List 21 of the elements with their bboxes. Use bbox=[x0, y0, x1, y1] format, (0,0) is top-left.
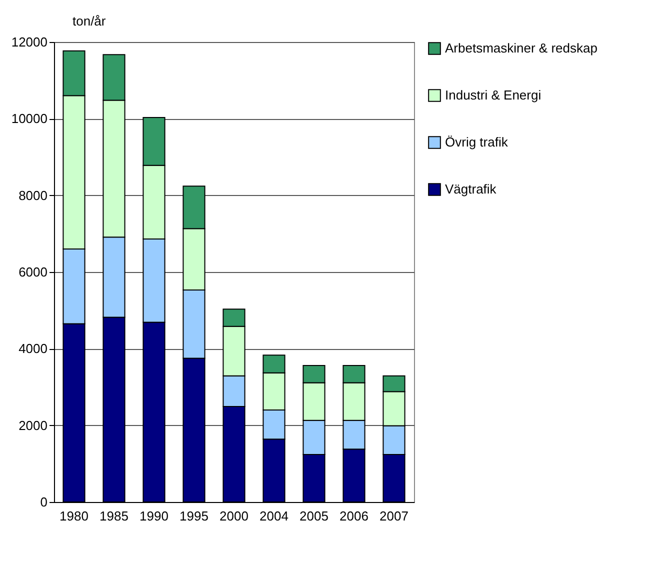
legend-label: Industri & Energi bbox=[445, 88, 542, 102]
y-tick-label: 0 bbox=[40, 494, 48, 510]
x-tick-label: 2000 bbox=[220, 508, 248, 524]
x-tick-label: 2005 bbox=[300, 508, 328, 524]
legend-label: Arbetsmaskiner & redskap bbox=[445, 40, 598, 56]
y-tick-label: 4000 bbox=[18, 341, 48, 356]
x-tick-label: 1990 bbox=[140, 508, 168, 524]
x-tick-label: 1985 bbox=[100, 508, 128, 524]
x-tick-label: 2006 bbox=[340, 508, 368, 524]
y-tick-label: 6000 bbox=[18, 264, 48, 280]
x-tick-label: 2007 bbox=[380, 508, 408, 524]
x-tick-label: 1995 bbox=[180, 508, 208, 524]
y-tick-label: 10000 bbox=[11, 111, 48, 126]
y-tick-label: 12000 bbox=[11, 34, 48, 50]
legend-label: Övrig trafik bbox=[445, 134, 508, 150]
y-axis-title: ton/år bbox=[72, 14, 106, 28]
x-tick-label: 2004 bbox=[260, 508, 288, 524]
x-tick-label: 1980 bbox=[60, 508, 88, 524]
legend-label: Vägtrafik bbox=[445, 182, 497, 196]
y-tick-label: 8000 bbox=[18, 188, 48, 203]
y-tick-label: 2000 bbox=[18, 418, 48, 433]
